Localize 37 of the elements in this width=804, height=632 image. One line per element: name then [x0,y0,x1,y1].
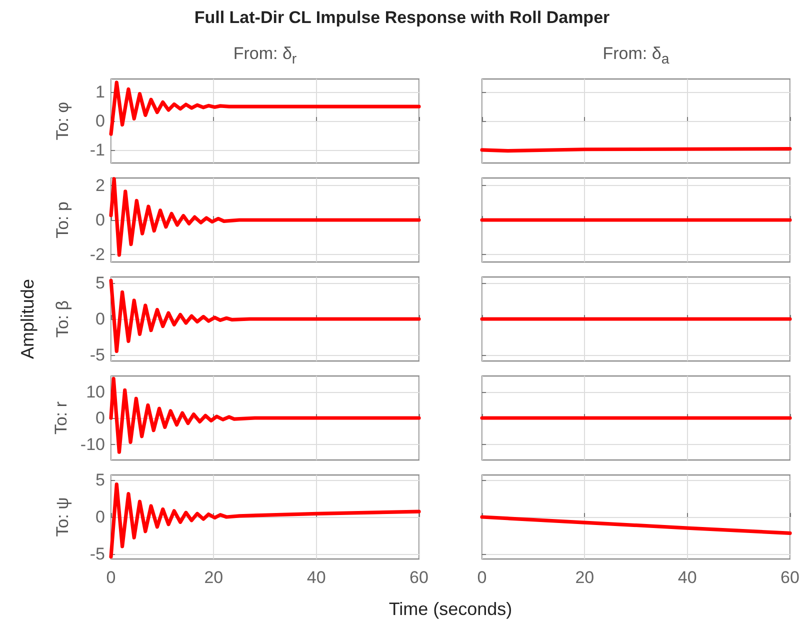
y-tick-label: 5 [96,273,105,292]
y-tick-label: 0 [96,112,105,130]
line-series [109,177,421,257]
y-tick-label: 0 [96,508,105,526]
line-series [109,482,421,559]
x-tick-label: 0 [477,568,487,587]
line-series [109,376,421,454]
y-tick-label: -5 [90,544,105,564]
y-axis-title: To: r [52,401,71,435]
y-tick-label: 0 [96,408,105,428]
chart-subtitle: From: δ$_{r}$ [232,44,298,68]
y-axis-title: To: φ [53,102,72,140]
y-tick-label: -2 [90,244,105,264]
chart-title: Full Lat-Dir CL Impulse Response with Roll Damper [193,8,611,28]
x-tick-label: 40 [678,568,697,587]
y-axis-title: To: ψ [53,497,72,537]
x-tick-label: 40 [306,568,326,587]
x-tick-label: 60 [410,568,428,587]
x-axis-title: Time (seconds) [388,599,514,620]
y-axis-title: To: β [53,300,72,338]
chart-subtitle: From: δ$_{a}$ [602,44,670,68]
x-tick-label: 20 [575,568,594,587]
y-tick-label: 10 [86,382,105,402]
line-series [109,80,421,136]
y-tick-label: 0 [96,210,105,230]
x-tick-label: 20 [204,568,224,587]
y-tick-label: 5 [96,470,105,490]
y-tick-label: -10 [80,434,105,454]
y-tick-label: 0 [96,310,105,328]
y-axis-title: To: p [53,202,72,238]
y-tick-label: 2 [96,176,105,196]
y-tick-label: -1 [90,140,105,160]
x-tick-label: 60 [780,568,800,587]
y-tick-label: -5 [90,346,105,365]
line-series [109,278,421,354]
y-tick-label: 1 [96,82,105,102]
text: Amplitude [18,278,38,360]
